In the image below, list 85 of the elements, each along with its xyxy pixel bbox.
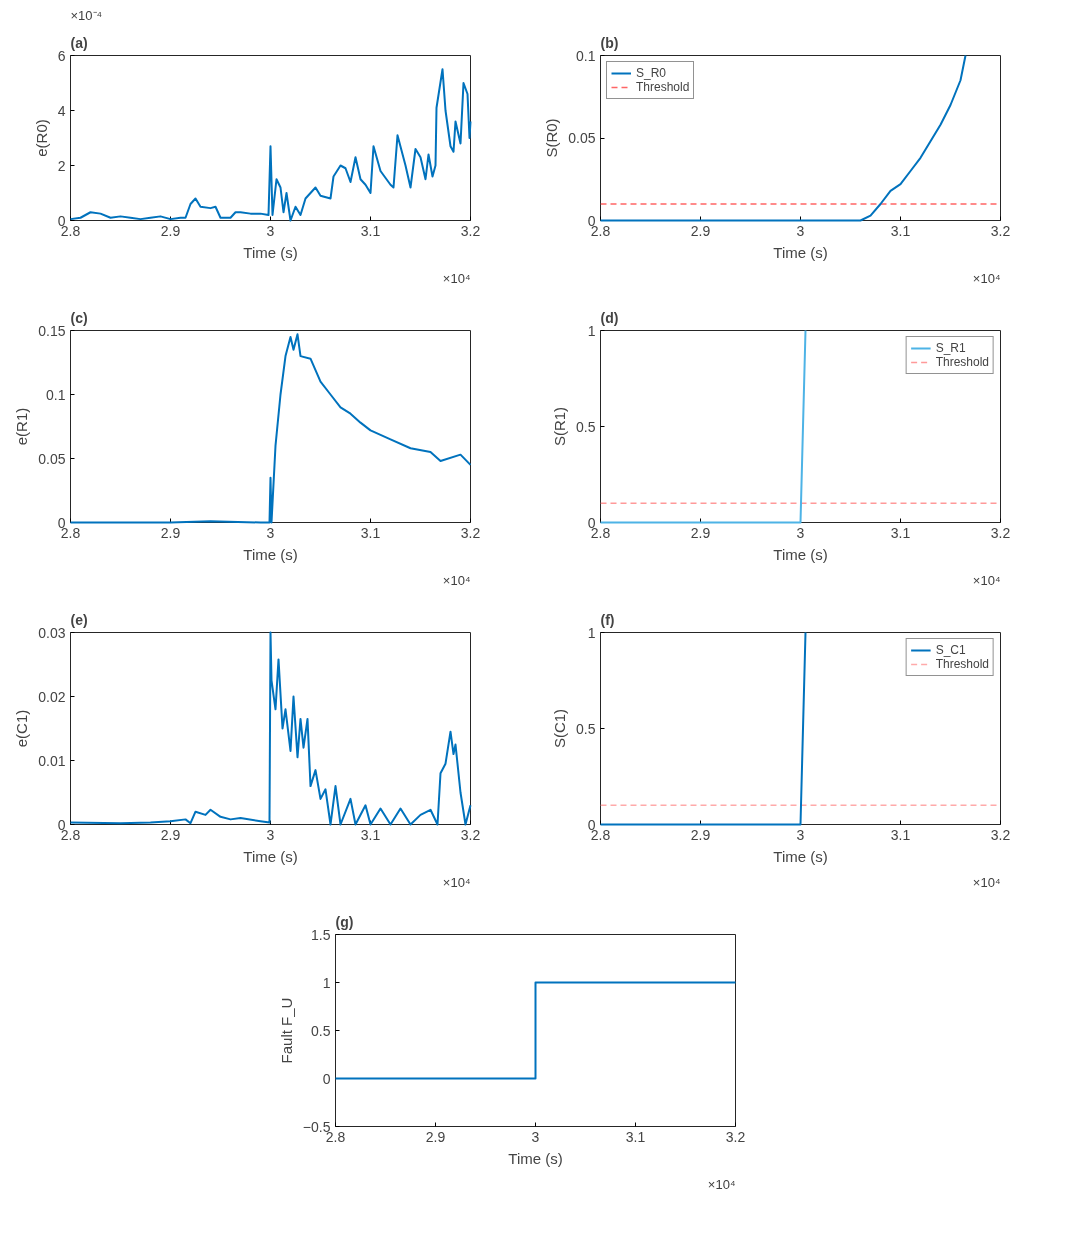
- x-tick-label: 3: [266, 826, 275, 843]
- y-tick-label: 0.1: [46, 386, 66, 403]
- chart-title: (a): [70, 34, 88, 51]
- text: ×10⁴: [972, 874, 1001, 890]
- text: ×10⁻⁴: [70, 7, 103, 23]
- x-axis-title: Time (s): [243, 243, 298, 261]
- x-tick-label: 3.1: [625, 1128, 646, 1145]
- chart-title: (f): [600, 611, 615, 628]
- x-tick-label: 3: [796, 524, 805, 541]
- legend-label: S_C1: [935, 643, 966, 657]
- x-tick-label: 3.1: [360, 222, 381, 239]
- x-axis-title: Time (s): [243, 847, 298, 865]
- x-tick-label: 3.2: [725, 1128, 746, 1145]
- x-axis-title: Time (s): [773, 847, 828, 865]
- y-axis-title: Fault F_U: [277, 997, 295, 1064]
- y-tick-label: 0.5: [576, 418, 596, 435]
- y-tick-label: 0.5: [576, 720, 596, 737]
- x-tick-label: 3: [796, 222, 805, 239]
- x-tick-label: 2.9: [425, 1128, 446, 1145]
- text: ×10⁴: [442, 270, 471, 286]
- legend-label: Threshold: [935, 355, 989, 369]
- x-tick-label: 3.1: [890, 826, 911, 843]
- y-axis-title: S(R0): [543, 118, 561, 158]
- x-tick-label: 3.2: [460, 524, 481, 541]
- x-tick-label: 3.2: [990, 524, 1011, 541]
- chart-title: (b): [600, 34, 619, 51]
- x-tick-label: 2.9: [690, 222, 711, 239]
- x-tick-label: 2.9: [160, 826, 181, 843]
- x-tick-label: 3.2: [460, 222, 481, 239]
- chart-title: (c): [70, 309, 88, 326]
- text: ×10⁴: [972, 572, 1001, 588]
- y-tick-label: 1.5: [311, 926, 331, 943]
- y-axis-title: S(R1): [551, 406, 569, 447]
- x-tick-label: 3: [266, 222, 275, 239]
- y-tick-label: 0.05: [38, 450, 66, 467]
- y-tick-label: 0.5: [311, 1022, 331, 1039]
- x-tick-label: 3.1: [890, 524, 911, 541]
- legend-label: Threshold: [636, 80, 690, 94]
- legend-label: S_R1: [935, 341, 966, 355]
- x-tick-label: 3.1: [890, 222, 911, 239]
- line-series: [69, 333, 472, 524]
- x-axis-title: Time (s): [243, 545, 298, 563]
- chart-title: (g): [335, 913, 354, 930]
- y-tick-label: 1: [322, 974, 331, 991]
- legend-label: S_R0: [636, 66, 667, 80]
- line-series: [599, 54, 967, 222]
- x-tick-label: 2.9: [160, 222, 181, 239]
- y-tick-label: 0.1: [576, 47, 596, 64]
- legend-label: Threshold: [935, 657, 989, 671]
- y-tick-label: 0.05: [568, 130, 596, 146]
- x-tick-label: 3: [266, 524, 275, 541]
- text: ×10⁴: [707, 1176, 736, 1192]
- y-tick-label: 1: [587, 624, 596, 641]
- y-tick-label: 0: [322, 1070, 331, 1087]
- chart-title: (e): [70, 611, 88, 628]
- x-axis-title: Time (s): [773, 545, 828, 563]
- y-axis-title: e(R1): [13, 407, 31, 446]
- line-series: [69, 631, 472, 826]
- text: ×10⁴: [972, 270, 1001, 286]
- x-axis-title: Time (s): [508, 1149, 563, 1167]
- x-tick-label: 2.9: [690, 826, 711, 843]
- text: ×10⁴: [442, 572, 471, 588]
- chart-title: (d): [600, 309, 619, 326]
- x-tick-label: 3: [531, 1128, 540, 1145]
- x-tick-label: 3.2: [460, 826, 481, 843]
- y-tick-label: 0.02: [38, 688, 66, 705]
- x-tick-label: 2.9: [160, 524, 181, 541]
- y-tick-label: 6: [57, 47, 66, 64]
- x-tick-label: 3: [796, 826, 805, 843]
- y-axis-title: e(R0): [32, 119, 50, 157]
- x-tick-label: 3.2: [990, 826, 1011, 843]
- y-tick-label: 0.15: [38, 322, 66, 339]
- x-tick-label: 3.1: [360, 826, 381, 843]
- y-tick-label: 4: [57, 102, 66, 119]
- y-axis-title: S(C1): [551, 708, 569, 749]
- x-axis-title: Time (s): [773, 243, 828, 261]
- y-tick-label: 0.03: [38, 624, 66, 641]
- y-tick-label: 0.01: [38, 752, 66, 769]
- x-tick-label: 3.1: [360, 524, 381, 541]
- y-tick-label: 2: [57, 157, 66, 174]
- x-tick-label: 2.9: [690, 524, 711, 541]
- x-tick-label: 3.2: [990, 222, 1011, 239]
- y-axis-title: e(C1): [13, 709, 31, 748]
- y-tick-label: 1: [587, 322, 596, 339]
- text: ×10⁴: [442, 874, 471, 890]
